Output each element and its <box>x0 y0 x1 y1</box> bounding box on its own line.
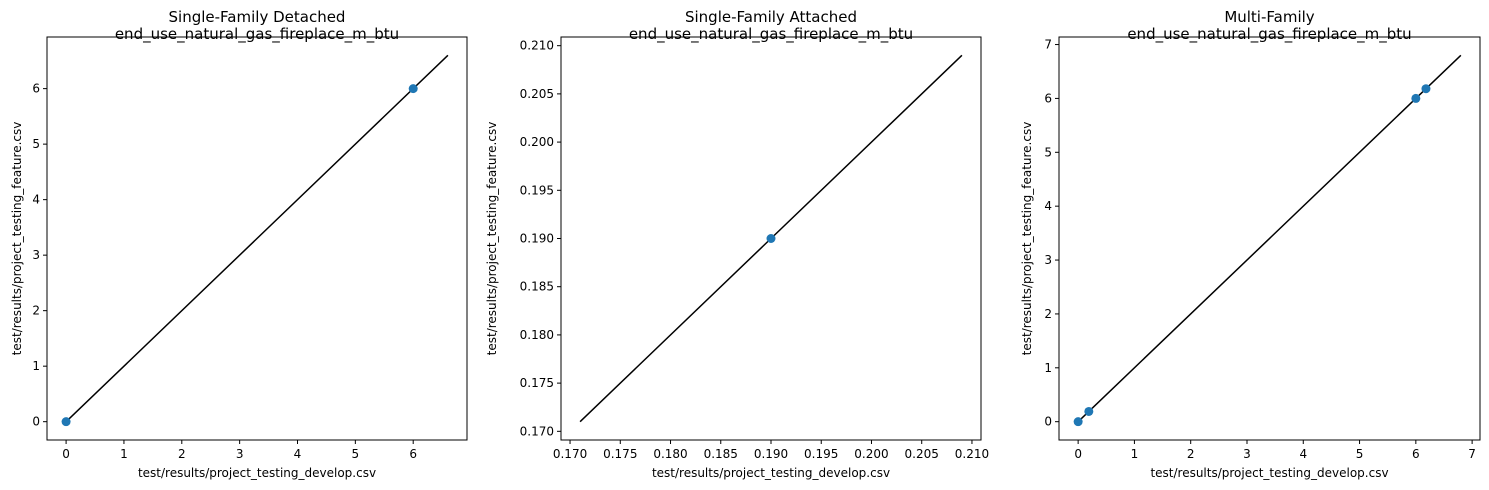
y-tick-label: 0 <box>32 415 40 429</box>
y-tick-label: 0.180 <box>520 328 554 342</box>
y-tick-label: 4 <box>32 193 40 207</box>
y-tick-label: 7 <box>1044 38 1052 52</box>
x-axis-label: test/results/project_testing_develop.csv <box>652 466 890 480</box>
chart-panel-2: Single-Family Attachedend_use_natural_ga… <box>485 8 989 480</box>
y-tick-label: 0.190 <box>520 232 554 246</box>
x-tick-label: 6 <box>409 447 417 461</box>
data-point <box>61 417 71 427</box>
y-tick-label: 6 <box>32 82 40 96</box>
x-tick-label: 0.185 <box>704 447 738 461</box>
x-tick-label: 0.175 <box>603 447 637 461</box>
x-tick-label: 5 <box>1356 447 1364 461</box>
y-tick-label: 4 <box>1044 199 1052 213</box>
y-axis-label: test/results/project_testing_feature.csv <box>1020 122 1034 356</box>
x-axis-label: test/results/project_testing_develop.csv <box>138 466 376 480</box>
x-tick-label: 5 <box>352 447 360 461</box>
chart-panel-3: Multi-Familyend_use_natural_gas_fireplac… <box>1020 8 1481 480</box>
x-tick-label: 6 <box>1412 447 1420 461</box>
chart-title-line: Single-Family Attached <box>685 8 857 26</box>
y-tick-label: 0.210 <box>520 39 554 53</box>
charts-container: Single-Family Detachedend_use_natural_ga… <box>10 8 1481 480</box>
chart-title-line: end_use_natural_gas_fireplace_m_btu <box>115 25 399 44</box>
chart-title-line: end_use_natural_gas_fireplace_m_btu <box>629 25 913 44</box>
y-tick-label: 2 <box>32 304 40 318</box>
x-tick-label: 3 <box>1243 447 1251 461</box>
chart-panel-1: Single-Family Detachedend_use_natural_ga… <box>10 8 468 480</box>
y-tick-label: 0.170 <box>520 424 554 438</box>
y-tick-label: 1 <box>1044 361 1052 375</box>
y-tick-label: 6 <box>1044 91 1052 105</box>
y-tick-label: 0.195 <box>520 183 554 197</box>
y-tick-label: 3 <box>1044 253 1052 267</box>
x-tick-label: 0 <box>62 447 70 461</box>
y-tick-label: 0 <box>1044 415 1052 429</box>
y-tick-label: 0.185 <box>520 280 554 294</box>
y-tick-label: 3 <box>32 248 40 262</box>
chart-title-line: Single-Family Detached <box>169 8 346 26</box>
y-tick-label: 5 <box>32 137 40 151</box>
data-point <box>1084 406 1094 416</box>
x-tick-label: 7 <box>1468 447 1476 461</box>
x-tick-label: 0.190 <box>754 447 788 461</box>
data-point <box>1073 417 1083 427</box>
x-tick-label: 1 <box>120 447 128 461</box>
x-tick-label: 4 <box>294 447 302 461</box>
x-tick-label: 0 <box>1074 447 1082 461</box>
x-axis-label: test/results/project_testing_develop.csv <box>1150 466 1388 480</box>
x-tick-label: 0.170 <box>553 447 587 461</box>
x-tick-label: 0.205 <box>905 447 939 461</box>
chart-title-line: end_use_natural_gas_fireplace_m_btu <box>1127 25 1411 44</box>
y-tick-label: 0.175 <box>520 376 554 390</box>
x-tick-label: 2 <box>1187 447 1195 461</box>
y-tick-label: 1 <box>32 359 40 373</box>
x-tick-label: 3 <box>236 447 244 461</box>
y-axis-label: test/results/project_testing_feature.csv <box>485 122 499 356</box>
x-tick-label: 2 <box>178 447 186 461</box>
y-axis-label: test/results/project_testing_feature.csv <box>10 122 24 356</box>
y-tick-label: 2 <box>1044 307 1052 321</box>
chart-title-line: Multi-Family <box>1224 8 1314 26</box>
y-tick-label: 0.200 <box>520 135 554 149</box>
x-tick-label: 4 <box>1299 447 1307 461</box>
x-tick-label: 0.210 <box>955 447 989 461</box>
plot-frame <box>1058 36 1481 441</box>
data-point <box>766 234 776 243</box>
x-tick-label: 0.200 <box>854 447 888 461</box>
data-point <box>1411 93 1421 103</box>
data-point <box>1421 84 1431 94</box>
data-point <box>408 84 418 94</box>
x-tick-label: 0.180 <box>653 447 687 461</box>
x-tick-label: 1 <box>1131 447 1139 461</box>
x-tick-label: 0.195 <box>804 447 838 461</box>
y-tick-label: 0.205 <box>520 87 554 101</box>
reference-line <box>1077 54 1462 423</box>
plot-frame <box>46 36 468 441</box>
reference-line <box>65 54 449 423</box>
y-tick-label: 5 <box>1044 145 1052 159</box>
